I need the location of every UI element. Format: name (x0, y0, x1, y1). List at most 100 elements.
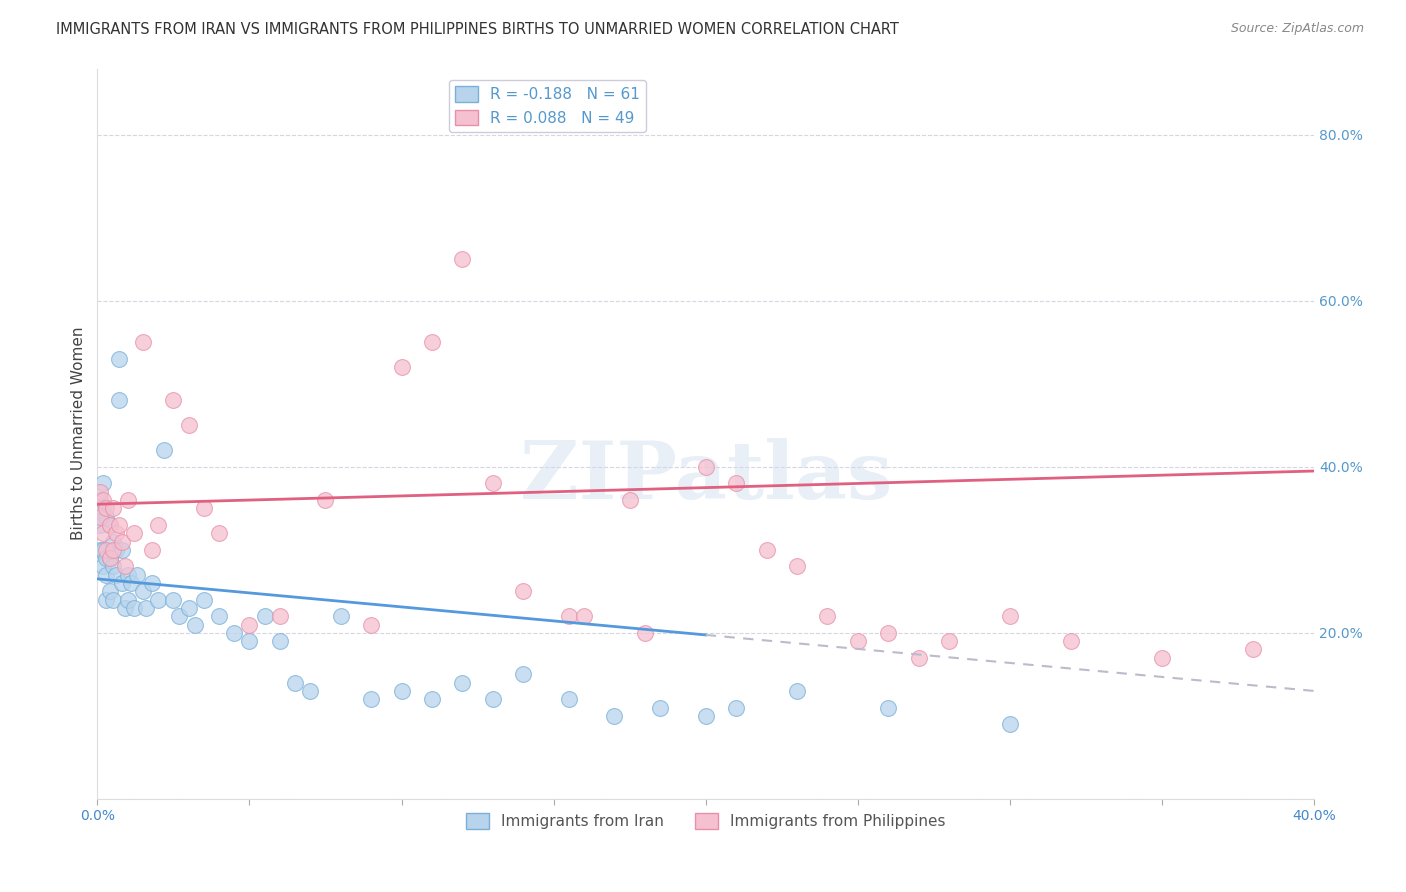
Point (269, 609, 291, 624)
Point (122, 601, 145, 615)
Point (208, 526, 231, 541)
Point (141, 576, 163, 591)
Point (93, 476, 115, 491)
Point (695, 709, 717, 723)
Point (1150, 650, 1173, 665)
Point (111, 534, 134, 549)
Point (148, 518, 170, 533)
Point (360, 692, 382, 706)
Point (420, 335, 443, 350)
Point (1060, 634, 1083, 648)
Point (132, 584, 155, 599)
Point (114, 559, 136, 574)
Point (420, 692, 443, 706)
Point (125, 567, 148, 582)
Point (107, 393, 129, 408)
Point (120, 576, 142, 591)
Point (132, 335, 155, 350)
Point (451, 675, 474, 690)
Point (89, 509, 111, 524)
Point (998, 609, 1021, 624)
Point (96, 551, 118, 566)
Point (98, 551, 121, 566)
Point (253, 609, 276, 624)
Point (101, 559, 124, 574)
Point (786, 684, 808, 698)
Point (111, 542, 134, 557)
Point (101, 542, 124, 557)
Point (101, 501, 124, 516)
Point (269, 634, 291, 648)
Point (96, 501, 118, 516)
Point (117, 493, 139, 508)
Point (877, 700, 900, 714)
Point (512, 667, 534, 681)
Point (177, 601, 200, 615)
Point (572, 609, 595, 624)
Point (148, 592, 170, 607)
Point (107, 351, 129, 366)
Point (98, 518, 121, 533)
Point (104, 526, 127, 541)
Point (162, 393, 184, 408)
Point (755, 542, 778, 557)
Point (815, 609, 838, 624)
Point (846, 634, 869, 648)
Point (938, 634, 960, 648)
Point (558, 692, 581, 706)
Point (360, 617, 382, 632)
Point (104, 542, 127, 557)
Point (96, 592, 118, 607)
Point (107, 518, 129, 533)
Point (93, 559, 115, 574)
Text: IMMIGRANTS FROM IRAN VS IMMIGRANTS FROM PHILIPPINES BIRTHS TO UNMARRIED WOMEN CO: IMMIGRANTS FROM IRAN VS IMMIGRANTS FROM … (56, 22, 898, 37)
Point (98, 551, 121, 566)
Point (512, 584, 534, 599)
Point (907, 650, 929, 665)
Point (135, 601, 157, 615)
Point (482, 476, 505, 491)
Point (93, 542, 115, 557)
Point (169, 609, 191, 624)
Point (284, 675, 307, 690)
Text: Source: ZipAtlas.com: Source: ZipAtlas.com (1230, 22, 1364, 36)
Point (98, 584, 121, 599)
Point (162, 592, 184, 607)
Point (451, 252, 474, 267)
Point (603, 709, 626, 723)
Point (877, 625, 900, 640)
Point (725, 476, 748, 491)
Point (177, 418, 200, 433)
Point (122, 526, 145, 541)
Point (315, 493, 337, 508)
Point (725, 700, 748, 714)
Point (117, 567, 139, 582)
Point (101, 592, 124, 607)
Point (117, 592, 139, 607)
Point (208, 609, 231, 624)
Point (111, 576, 134, 591)
Point (391, 360, 413, 375)
Point (193, 501, 215, 516)
Point (558, 609, 581, 624)
Point (634, 625, 657, 640)
Point (998, 717, 1021, 731)
Point (96, 542, 118, 557)
Legend: Immigrants from Iran, Immigrants from Philippines: Immigrants from Iran, Immigrants from Ph… (460, 806, 952, 835)
Point (238, 617, 260, 632)
Text: ZIPatlas: ZIPatlas (520, 439, 891, 516)
Point (1241, 642, 1264, 657)
Point (96, 567, 118, 582)
Point (329, 609, 352, 624)
Point (141, 542, 163, 557)
Point (183, 617, 205, 632)
Point (96, 509, 118, 524)
Point (619, 493, 641, 508)
Point (482, 692, 505, 706)
Point (93, 501, 115, 516)
Point (89, 518, 111, 533)
Point (224, 625, 246, 640)
Point (114, 601, 136, 615)
Point (89, 493, 111, 508)
Point (104, 567, 127, 582)
